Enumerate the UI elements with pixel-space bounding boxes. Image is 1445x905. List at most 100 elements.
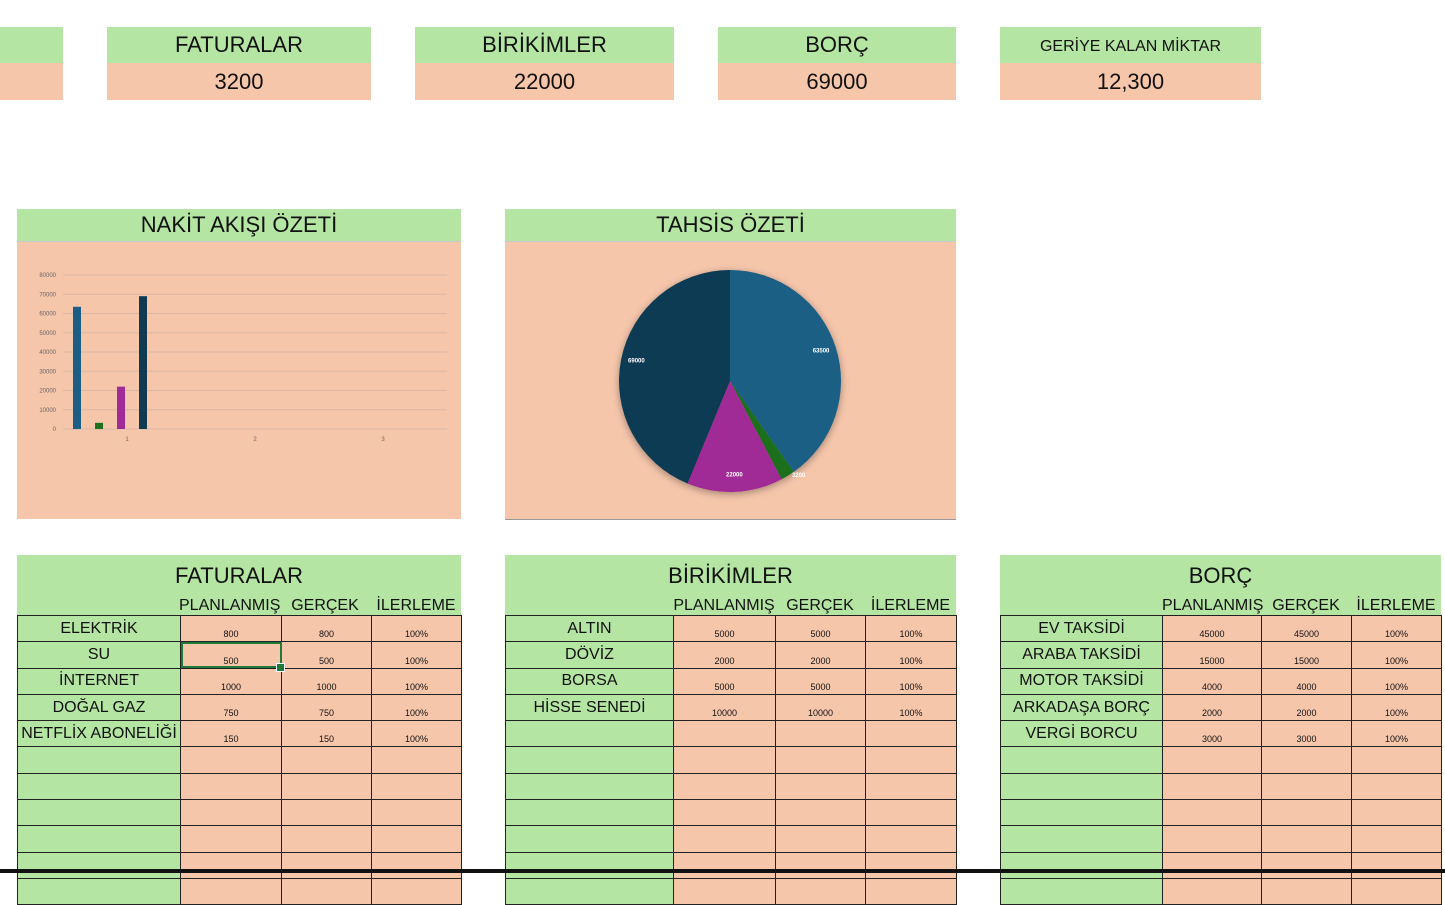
progress-cell[interactable] [1351, 772, 1442, 801]
row-label-cell[interactable]: ARKADAŞA BORÇ [1000, 693, 1163, 722]
progress-cell[interactable] [865, 851, 957, 879]
bar[interactable] [95, 422, 103, 429]
row-label-cell[interactable] [17, 851, 181, 879]
progress-cell[interactable]: 100% [371, 667, 462, 695]
row-label-cell[interactable] [505, 720, 674, 748]
actual-cell[interactable] [775, 772, 866, 801]
planned-cell[interactable] [673, 877, 776, 905]
actual-cell[interactable]: 4000 [1261, 667, 1352, 695]
row-label-cell[interactable] [17, 825, 181, 853]
allocation-pie-chart[interactable]: 63500 3200 22000 69000 [505, 242, 956, 518]
planned-cell[interactable] [673, 851, 776, 879]
row-label-cell[interactable]: DOĞAL GAZ [17, 693, 181, 722]
progress-cell[interactable]: 100% [1351, 693, 1442, 722]
planned-cell[interactable] [1162, 825, 1262, 853]
planned-cell[interactable] [1162, 746, 1262, 774]
row-label-cell[interactable] [505, 851, 674, 879]
row-label-cell[interactable] [505, 772, 674, 801]
row-label-cell[interactable] [17, 877, 181, 905]
row-label-cell[interactable] [17, 772, 181, 801]
progress-cell[interactable] [865, 746, 957, 774]
row-label-cell[interactable] [17, 746, 181, 774]
row-label-cell[interactable]: BORSA [505, 667, 674, 695]
progress-cell[interactable] [1351, 799, 1442, 827]
planned-cell[interactable]: 500 [180, 641, 286, 673]
planned-cell[interactable] [673, 825, 776, 853]
row-label-cell[interactable]: VERGİ BORCU [1000, 720, 1163, 748]
progress-cell[interactable] [371, 877, 462, 905]
planned-cell[interactable]: 750 [180, 693, 282, 722]
row-label-cell[interactable]: ELEKTRİK [17, 614, 181, 643]
pie-slice[interactable] [730, 270, 841, 472]
summary-card-savings[interactable]: BİRİKİMLER 22000 [415, 27, 674, 100]
actual-cell[interactable]: 2000 [1261, 693, 1352, 722]
planned-cell[interactable] [180, 746, 282, 774]
actual-cell[interactable] [281, 772, 372, 801]
progress-cell[interactable]: 100% [1351, 614, 1442, 643]
actual-cell[interactable]: 5000 [775, 614, 866, 643]
progress-cell[interactable]: 100% [865, 614, 957, 643]
progress-cell[interactable] [1351, 825, 1442, 853]
planned-cell[interactable]: 2000 [673, 641, 776, 669]
actual-cell[interactable] [775, 746, 866, 774]
progress-cell[interactable]: 100% [865, 693, 957, 722]
planned-cell[interactable]: 150 [180, 720, 282, 748]
planned-cell[interactable]: 3000 [1162, 720, 1262, 748]
actual-cell[interactable]: 3000 [1261, 720, 1352, 748]
actual-cell[interactable] [281, 746, 372, 774]
row-label-cell[interactable]: MOTOR TAKSİDİ [1000, 667, 1163, 695]
actual-cell[interactable]: 500 [281, 641, 372, 669]
actual-cell[interactable] [281, 799, 372, 827]
row-label-cell[interactable] [1000, 799, 1163, 827]
bar[interactable] [117, 386, 125, 429]
actual-cell[interactable] [1261, 799, 1352, 827]
progress-cell[interactable]: 100% [1351, 641, 1442, 669]
row-label-cell[interactable] [1000, 772, 1163, 801]
progress-cell[interactable]: 100% [865, 641, 957, 669]
actual-cell[interactable]: 800 [281, 614, 372, 643]
actual-cell[interactable] [281, 825, 372, 853]
row-label-cell[interactable]: NETFLİX ABONELİĞİ [17, 720, 181, 748]
actual-cell[interactable]: 150 [281, 720, 372, 748]
planned-cell[interactable]: 2000 [1162, 693, 1262, 722]
summary-card-remaining[interactable]: GERİYE KALAN MİKTAR 12,300 [1000, 27, 1261, 100]
actual-cell[interactable]: 1000 [281, 667, 372, 695]
progress-cell[interactable] [865, 877, 957, 905]
actual-cell[interactable]: 750 [281, 693, 372, 722]
bar[interactable] [139, 296, 147, 429]
row-label-cell[interactable] [17, 799, 181, 827]
progress-cell[interactable]: 100% [1351, 667, 1442, 695]
progress-cell[interactable]: 100% [371, 614, 462, 643]
row-label-cell[interactable] [1000, 877, 1163, 905]
actual-cell[interactable] [775, 877, 866, 905]
cashflow-chart-panel[interactable]: NAKİT AKIŞI ÖZETİ 0 10000 20000 30000 40000 5… [17, 209, 461, 519]
row-label-cell[interactable]: SU [17, 641, 181, 669]
actual-cell[interactable]: 2000 [775, 641, 866, 669]
summary-card-partial[interactable] [0, 27, 63, 100]
summary-card-bills[interactable]: FATURALAR 3200 [107, 27, 371, 100]
actual-cell[interactable] [1261, 772, 1352, 801]
actual-cell[interactable] [775, 799, 866, 827]
pie-slice[interactable] [730, 381, 794, 480]
actual-cell[interactable]: 5000 [775, 667, 866, 695]
bar[interactable] [73, 306, 81, 429]
actual-cell[interactable]: 45000 [1261, 614, 1352, 643]
progress-cell[interactable] [865, 799, 957, 827]
planned-cell[interactable] [180, 851, 282, 879]
progress-cell[interactable] [371, 746, 462, 774]
pie-slice[interactable] [619, 270, 730, 484]
row-label-cell[interactable]: ARABA TAKSİDİ [1000, 641, 1163, 669]
planned-cell[interactable] [1162, 851, 1262, 879]
row-label-cell[interactable]: ALTIN [505, 614, 674, 643]
planned-cell[interactable] [673, 772, 776, 801]
actual-cell[interactable] [1261, 746, 1352, 774]
row-label-cell[interactable] [505, 877, 674, 905]
planned-cell[interactable] [180, 772, 282, 801]
planned-cell[interactable] [1162, 799, 1262, 827]
planned-cell[interactable]: 800 [180, 614, 282, 643]
actual-cell[interactable] [281, 851, 372, 879]
planned-cell[interactable] [673, 720, 776, 748]
planned-cell[interactable] [180, 877, 282, 905]
progress-cell[interactable] [1351, 746, 1442, 774]
planned-cell[interactable] [180, 825, 282, 853]
